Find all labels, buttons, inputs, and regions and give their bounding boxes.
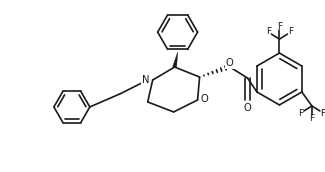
Text: F: F bbox=[320, 109, 325, 119]
Text: O: O bbox=[226, 58, 233, 68]
Text: O: O bbox=[244, 103, 251, 113]
Text: F: F bbox=[309, 114, 315, 123]
Text: F: F bbox=[266, 27, 271, 36]
Text: F: F bbox=[298, 109, 304, 119]
Text: F: F bbox=[288, 27, 293, 36]
Text: N: N bbox=[142, 75, 150, 85]
Polygon shape bbox=[173, 52, 178, 67]
Text: F: F bbox=[277, 22, 282, 31]
Text: O: O bbox=[201, 94, 208, 104]
